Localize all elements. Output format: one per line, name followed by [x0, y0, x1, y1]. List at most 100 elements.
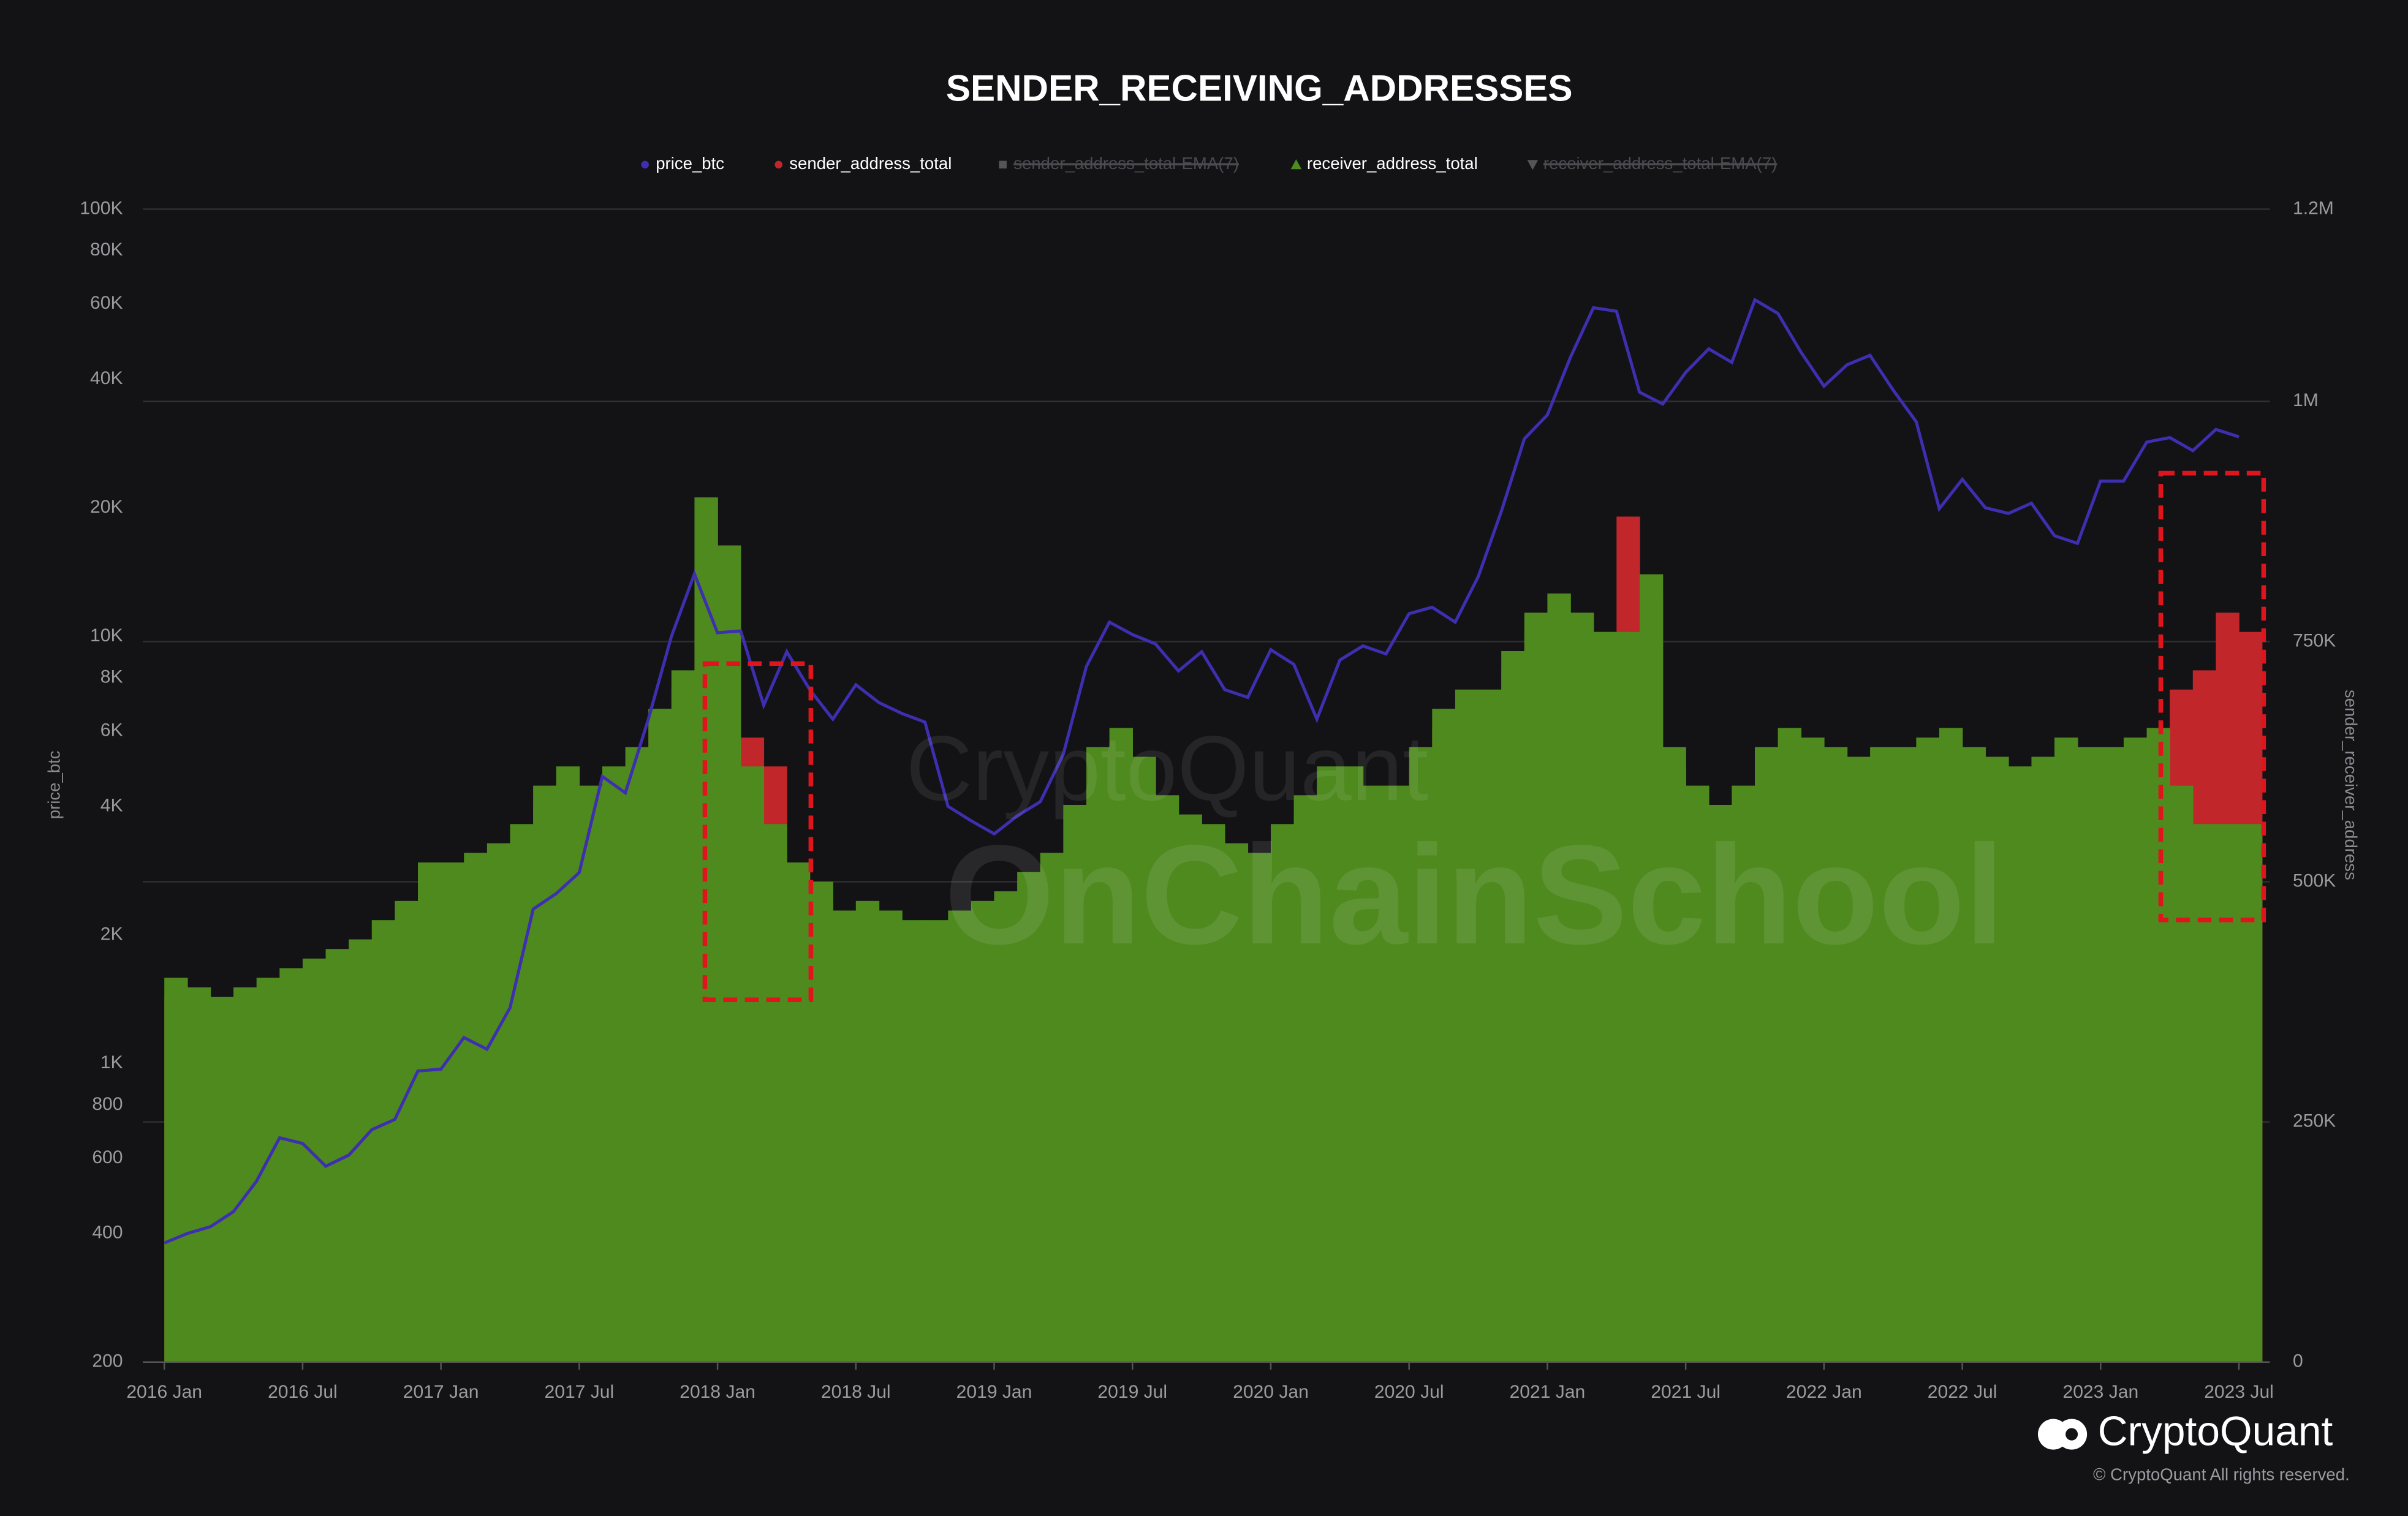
y-tick-label: 4K: [100, 795, 123, 815]
bar: [1916, 737, 1940, 1362]
y-tick-label: 60K: [90, 293, 123, 313]
bar: [2123, 737, 2148, 1362]
bar: [1040, 853, 1064, 1362]
bar: [2146, 728, 2170, 1362]
bar: [487, 843, 511, 1362]
bar: [694, 497, 718, 1362]
bar: [1801, 737, 1825, 1362]
bar: [1686, 785, 1709, 1362]
chart-title: SENDER_RECEIVING_ADDRESSES: [946, 67, 1573, 108]
y-tick-label: 2K: [100, 924, 123, 944]
bar: [1501, 651, 1525, 1362]
y-tick-label: 600: [92, 1147, 123, 1167]
x-tick-label: 2020 Jan: [1233, 1382, 1309, 1402]
bar: [510, 824, 534, 1362]
logo-text: CryptoQuant: [2098, 1408, 2333, 1454]
y-tick-label: 6K: [100, 720, 123, 741]
bar: [1570, 613, 1594, 1362]
x-tick-label: 2021 Jan: [1510, 1382, 1586, 1402]
bar: [948, 910, 972, 1362]
bar: [1962, 747, 1986, 1362]
bar: [1063, 804, 1087, 1362]
y-tick-label: 80K: [90, 239, 123, 260]
bar: [1870, 747, 1894, 1362]
legend-label[interactable]: receiver_address_total: [1307, 154, 1478, 173]
bar: [855, 900, 880, 1362]
bar: [1017, 872, 1041, 1362]
bar: [2054, 737, 2078, 1362]
bar: [1639, 574, 1664, 1362]
plot-area: [164, 297, 2263, 1362]
legend-label[interactable]: price_btc: [656, 154, 724, 173]
bar: [1778, 728, 1802, 1362]
y-tick-label: 800: [92, 1094, 123, 1114]
logo-icon: [2065, 1428, 2078, 1441]
legend-label[interactable]: sender_address_total: [789, 154, 952, 173]
bar: [1616, 632, 1640, 1362]
y2-tick-label: 1M: [2293, 390, 2319, 410]
x-tick-label: 2016 Jan: [126, 1382, 202, 1402]
bar: [1524, 613, 1548, 1362]
bar: [1847, 756, 1871, 1362]
bar: [233, 987, 257, 1362]
bar: [2100, 747, 2124, 1362]
y-tick-label: 400: [92, 1223, 123, 1243]
bar: [902, 920, 926, 1362]
bar: [2008, 766, 2032, 1362]
bar: [579, 785, 603, 1362]
bar: [1248, 853, 1271, 1362]
legend-label[interactable]: sender_address_total-EMA(7): [1013, 154, 1239, 173]
bar: [2170, 785, 2194, 1362]
bar: [1893, 747, 1917, 1362]
bar: [2031, 756, 2055, 1362]
y2-tick-label: 250K: [2293, 1111, 2336, 1131]
legend-label[interactable]: receiver_address_total-EMA(7): [1543, 154, 1777, 173]
x-tick-label: 2023 Jul: [2204, 1382, 2274, 1402]
bar: [1939, 728, 1963, 1362]
y-tick-label: 40K: [90, 368, 123, 388]
x-tick-label: 2021 Jul: [1651, 1382, 1721, 1402]
bar: [441, 862, 465, 1362]
bar: [1547, 593, 1571, 1362]
bar: [1985, 756, 2009, 1362]
y2-tick-label: 1.2M: [2293, 198, 2334, 218]
y2-tick-label: 0: [2293, 1351, 2303, 1371]
bar: [994, 891, 1018, 1362]
y-tick-label: 20K: [90, 497, 123, 517]
y-tick-label: 8K: [100, 666, 123, 687]
bar: [1823, 747, 1848, 1362]
legend: price_btc sender_address_total sender_addr…: [641, 154, 1778, 173]
bar: [763, 824, 787, 1362]
bar: [256, 978, 281, 1362]
y-axis-label: price_btc: [45, 750, 64, 819]
y2-tick-label: 750K: [2293, 630, 2336, 651]
bar: [1317, 766, 1341, 1362]
legend-marker: [1527, 160, 1539, 170]
bar: [1132, 756, 1156, 1362]
x-tick-label: 2023 Jan: [2062, 1382, 2138, 1402]
bar: [1455, 689, 1479, 1362]
y-tick-label: 1K: [100, 1052, 123, 1073]
bar: [187, 987, 211, 1362]
bar: [1593, 632, 1618, 1362]
bar: [1178, 814, 1202, 1362]
bar: [809, 881, 833, 1362]
x-tick-label: 2019 Jul: [1097, 1382, 1167, 1402]
bar: [1086, 747, 1110, 1362]
legend-marker: [774, 160, 782, 169]
bar: [1270, 824, 1295, 1362]
bar: [1339, 766, 1364, 1362]
bar: [671, 670, 695, 1362]
bar: [533, 785, 557, 1362]
x-tick-label: 2016 Jul: [268, 1382, 338, 1402]
bar: [602, 766, 626, 1362]
bar: [971, 900, 995, 1362]
bar: [164, 978, 188, 1362]
x-tick-label: 2022 Jul: [1928, 1382, 1997, 1402]
x-tick-label: 2020 Jul: [1374, 1382, 1444, 1402]
y2-tick-label: 500K: [2293, 870, 2336, 891]
bar: [1386, 785, 1410, 1362]
bar: [2192, 824, 2217, 1362]
bar: [371, 920, 396, 1362]
